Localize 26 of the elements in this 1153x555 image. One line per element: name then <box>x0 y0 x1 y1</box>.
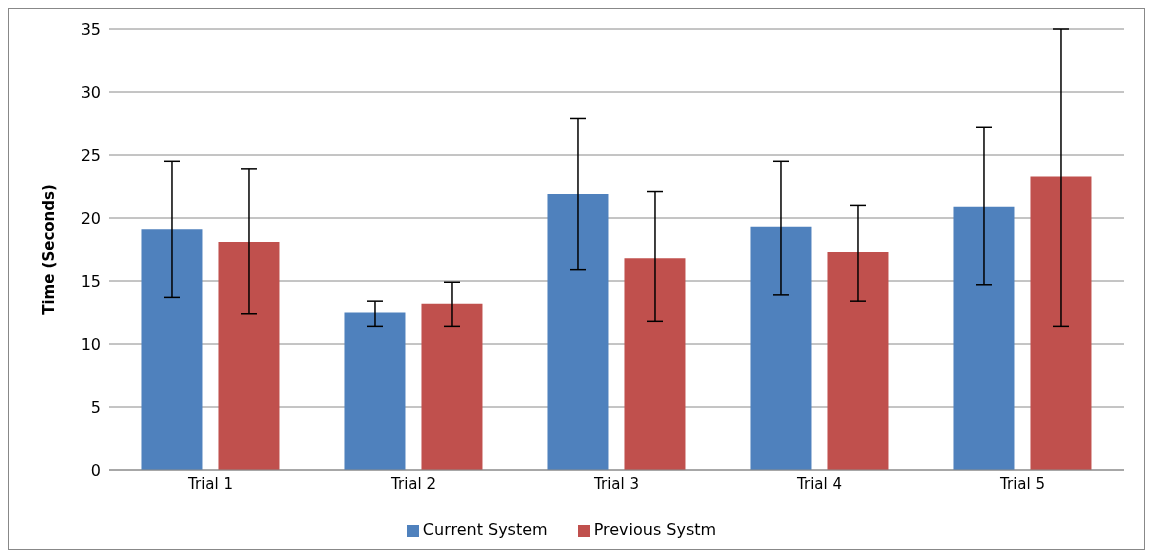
bar <box>344 312 406 470</box>
y-tick-label: 25 <box>80 145 101 165</box>
y-axis-title: Time (Seconds) <box>40 184 59 315</box>
y-tick-label: 35 <box>80 19 101 39</box>
bar <box>1030 176 1092 470</box>
bar <box>421 303 483 470</box>
bar <box>827 252 889 470</box>
y-tick-label: 15 <box>80 271 101 291</box>
y-tick-label: 5 <box>90 397 101 417</box>
legend-label: Current System <box>422 520 548 539</box>
y-tick-label: 20 <box>80 208 101 228</box>
bar <box>141 229 203 470</box>
legend-label: Previous Systm <box>593 520 717 539</box>
bar <box>547 194 609 470</box>
bar <box>750 226 812 470</box>
x-tick-label: Trial 1 <box>187 474 233 493</box>
x-tick-label: Trial 4 <box>796 474 842 493</box>
x-tick-label: Trial 3 <box>593 474 639 493</box>
x-tick-label: Trial 5 <box>999 474 1045 493</box>
bar <box>624 258 686 470</box>
y-tick-label: 0 <box>90 460 101 480</box>
bar <box>953 206 1015 470</box>
bar <box>218 241 280 470</box>
y-tick-label: 30 <box>80 82 101 102</box>
x-tick-label: Trial 2 <box>390 474 436 493</box>
y-tick-label: 10 <box>80 334 101 354</box>
